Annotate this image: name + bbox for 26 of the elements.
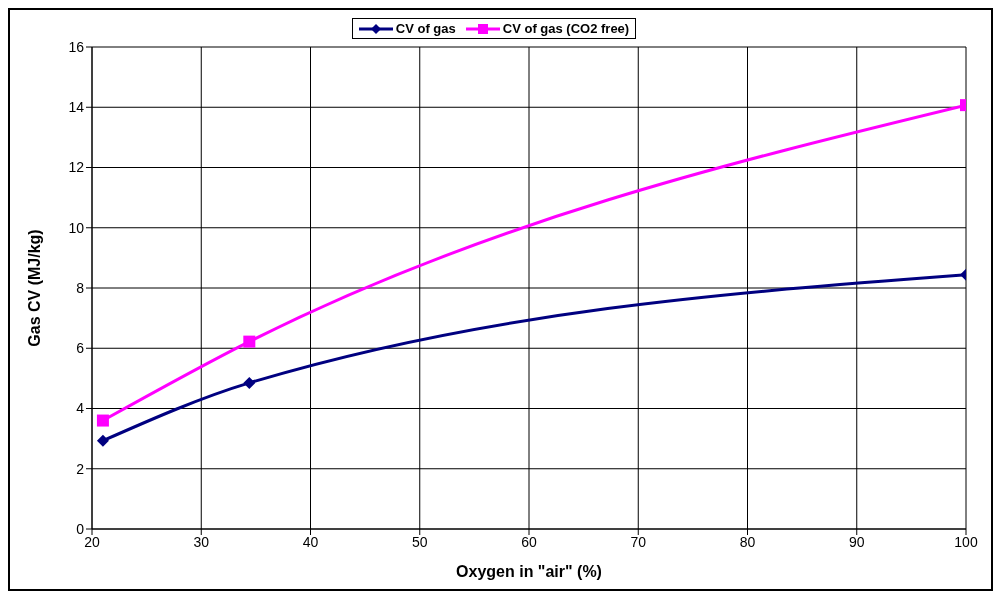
legend-label: CV of gas (CO2 free)	[501, 21, 630, 36]
y-tick-label: 4	[76, 400, 85, 417]
x-tick-label: 30	[193, 533, 210, 550]
point	[96, 434, 109, 447]
y-tick-label: 10	[68, 219, 85, 236]
y-tick-label: 14	[68, 99, 85, 116]
legend-label: CV of gas	[394, 21, 456, 36]
y-axis-title: Gas CV (MJ/kg)	[25, 229, 43, 347]
x-axis-title: Oxygen in "air" (%)	[456, 563, 602, 580]
point	[243, 335, 256, 348]
point	[96, 414, 109, 427]
x-tick-label: 40	[302, 533, 319, 550]
x-tick-label: 60	[521, 533, 537, 550]
x-tick-label: 50	[411, 533, 428, 550]
y-tick-label: 0	[76, 520, 85, 537]
x-tick-label: 20	[84, 533, 100, 550]
y-tick-label: 6	[76, 340, 85, 357]
y-tick-label: 12	[68, 159, 85, 176]
y-tick-label: 16	[68, 38, 85, 55]
x-tick-label: 90	[848, 533, 865, 550]
y-tick-label: 8	[76, 279, 85, 296]
x-tick-label: 80	[739, 533, 756, 550]
point	[243, 376, 256, 389]
x-tick-label: 100	[954, 533, 978, 550]
y-tick-label: 2	[76, 460, 85, 477]
x-tick-label: 70	[630, 533, 647, 550]
